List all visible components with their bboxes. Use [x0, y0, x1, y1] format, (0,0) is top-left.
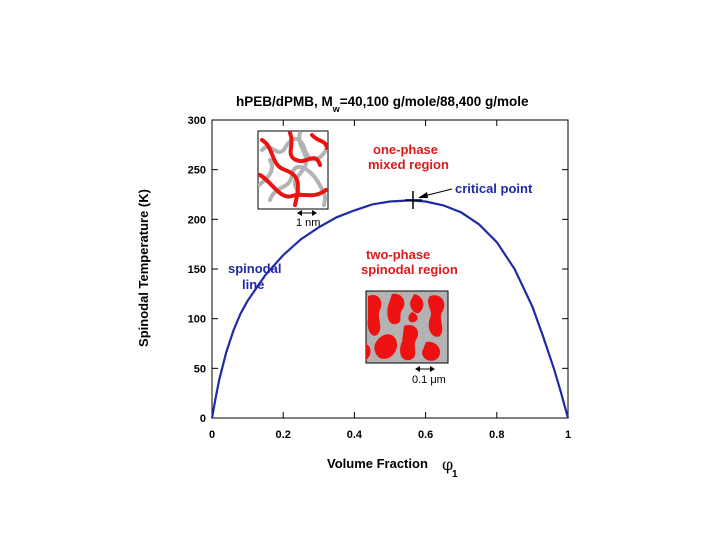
um-scale-label: 0.1 μm [412, 374, 446, 386]
curve-point [553, 367, 555, 369]
x-tick-label: 1 [565, 429, 571, 441]
spinodal-label-line2: line [242, 277, 264, 292]
curve-point [232, 329, 234, 332]
critical-point-label: critical point [455, 181, 533, 196]
y-tick-label: 200 [188, 214, 206, 226]
y-tick-label: 50 [194, 363, 206, 375]
curve-point [353, 209, 355, 211]
curve-point [300, 238, 302, 240]
curve-point [531, 306, 534, 308]
title-subscript: w [332, 104, 341, 114]
curve-point [247, 300, 249, 302]
y-tick-label: 150 [188, 264, 206, 276]
x-tick-label: 0.8 [489, 429, 504, 441]
curve-point [214, 397, 217, 399]
curve-point [442, 204, 444, 207]
nm-scale-bar [297, 210, 317, 216]
two-phase-label-line1: two-phase [366, 247, 430, 262]
nm-scale-label: 1 nm [296, 217, 320, 229]
curve-point [560, 391, 562, 393]
y-tick-label: 0 [200, 413, 206, 425]
y-axis-ticks: 0 50 100 150 200 250 300 [188, 115, 568, 425]
x-axis-subscript: 1 [452, 469, 458, 480]
y-tick-label: 300 [188, 115, 206, 127]
curve-point [542, 335, 544, 338]
x-tick-label: 0.4 [347, 429, 363, 441]
mixed-chains-inset [257, 130, 329, 210]
y-tick-label: 100 [188, 314, 206, 326]
curve-point [563, 404, 566, 406]
title-suffix: =40,100 g/mole/88,400 g/mole [340, 94, 529, 109]
curve-point [478, 223, 480, 225]
curve-point [218, 379, 220, 381]
curve-point [264, 274, 266, 276]
curve-point [225, 351, 227, 354]
x-tick-label: 0.6 [418, 429, 433, 441]
phase-separated-inset [365, 290, 449, 364]
x-tick-label: 0.2 [276, 429, 291, 441]
x-axis-symbol: φ [442, 455, 453, 474]
two-phase-label-line2: spinodal region [361, 262, 458, 277]
x-axis-ticks: 0 0.2 0.4 0.6 0.8 1 [209, 120, 571, 441]
spinodal-label-line1: spinodal [228, 261, 281, 276]
curve-point [211, 417, 213, 419]
curve-point [567, 417, 569, 419]
curve-point [282, 254, 284, 256]
one-phase-label-line1: one-phase [373, 142, 438, 157]
chart-title: hPEB/dPMB, Mw=40,100 g/mole/88,400 g/mol… [236, 94, 529, 114]
curve-point [460, 211, 462, 213]
x-axis-label: Volume Fraction [327, 456, 428, 471]
critical-point-arrow [418, 188, 453, 198]
x-tick-label: 0 [209, 429, 215, 441]
critical-point-marker [405, 191, 422, 209]
curve-point [371, 203, 373, 206]
curve-points [211, 199, 569, 419]
curve-point [514, 268, 516, 270]
y-axis-label: Spinodal Temperature (K) [136, 189, 151, 347]
curve-point [336, 216, 338, 218]
um-scale-bar [415, 366, 435, 372]
curve-point [425, 200, 427, 203]
curve-point [389, 200, 391, 203]
title-prefix: hPEB/dPMB, M [236, 94, 333, 109]
one-phase-label-line2: mixed region [368, 157, 449, 172]
curve-point [496, 241, 498, 243]
curve-point [239, 313, 242, 315]
y-tick-label: 250 [188, 165, 206, 177]
curve-point [318, 226, 320, 228]
